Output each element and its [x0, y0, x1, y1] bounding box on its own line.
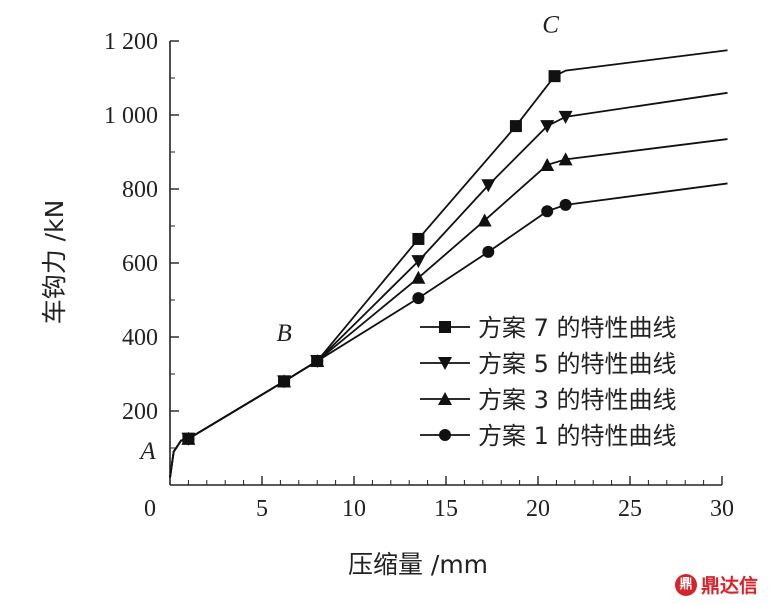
x-tick-label: 5: [256, 496, 268, 522]
y-tick-label: 200: [122, 399, 158, 425]
legend-label: 方案 1 的特性曲线: [478, 422, 677, 450]
data-point: [481, 179, 496, 193]
data-point: [540, 120, 555, 134]
series-line: [169, 91, 728, 478]
data-point: [411, 270, 426, 284]
data-point: [477, 213, 492, 227]
x-tick-label: 25: [618, 496, 642, 522]
legend-marker: [439, 321, 451, 333]
y-tick-label: 600: [122, 251, 158, 277]
series-layer: [169, 49, 728, 478]
data-point: [412, 292, 425, 305]
x-tick-label: 15: [434, 496, 458, 522]
legend-item: 方案 3 的特性曲线: [420, 386, 677, 414]
data-point: [558, 152, 573, 166]
logo-icon: 鼎: [674, 573, 697, 596]
x-axis-title: 压缩量 /mm: [348, 550, 488, 579]
point-label-b: B: [276, 320, 291, 347]
series-4: [169, 182, 728, 478]
y-tick-label: 1 000: [104, 103, 158, 129]
logo-text: 鼎达信: [700, 575, 758, 597]
legend-label: 方案 3 的特性曲线: [478, 386, 677, 414]
data-point: [412, 232, 425, 245]
data-point: [509, 120, 522, 133]
x-tick-label: 0: [144, 496, 156, 522]
data-point: [482, 245, 495, 258]
data-point: [182, 432, 195, 445]
data-point: [558, 110, 573, 124]
data-point: [311, 355, 324, 368]
legend-label: 方案 7 的特性曲线: [478, 314, 677, 342]
data-point: [541, 205, 554, 218]
data-point: [411, 255, 426, 269]
axes: 0 5 10 15 20 25 30 200 400 600 800 1 000 1 200: [104, 29, 734, 522]
x-tick-label: 10: [342, 496, 366, 522]
watermark-logo: 鼎 鼎达信: [674, 571, 758, 598]
y-tick-label: 800: [122, 177, 158, 203]
x-tick-label: 30: [710, 496, 734, 522]
point-labels: A B C: [138, 11, 559, 465]
legend-item: 方案 7 的特性曲线: [420, 314, 677, 342]
y-tick-label: 400: [122, 325, 158, 351]
legend-marker: [438, 392, 452, 405]
y-tick-label: 1 200: [104, 29, 158, 55]
legend-item: 方案 1 的特性曲线: [420, 422, 677, 450]
legend-marker: [439, 429, 451, 441]
x-tick-label: 20: [526, 496, 550, 522]
data-point: [540, 157, 555, 171]
data-point: [278, 375, 291, 388]
y-axis-title: 车钩力 /kN: [40, 200, 69, 325]
point-label-c: C: [542, 11, 559, 38]
series-2: [169, 91, 728, 478]
legend-label: 方案 5 的特性曲线: [478, 350, 677, 378]
point-label-a: A: [138, 438, 156, 465]
legend-marker: [438, 357, 452, 370]
data-point: [559, 198, 572, 211]
data-point: [548, 70, 561, 83]
legend-item: 方案 5 的特性曲线: [420, 350, 677, 378]
